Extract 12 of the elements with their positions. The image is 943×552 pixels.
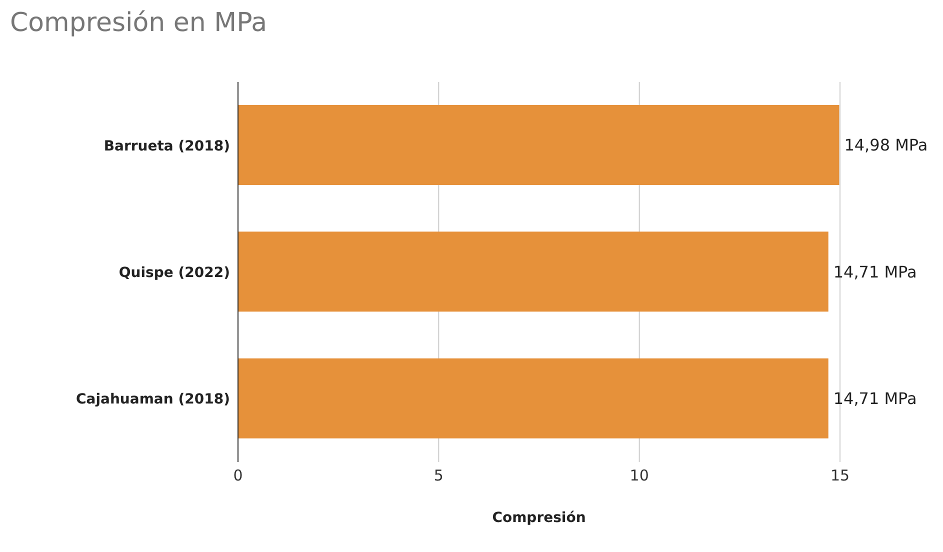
chart-title: Compresión en MPa — [10, 8, 268, 40]
x-tick-label: 5 — [434, 466, 444, 485]
y-tick-label: Quispe (2022) — [118, 264, 230, 281]
x-tick-label: 10 — [630, 466, 649, 485]
x-tick-label: 15 — [830, 466, 850, 485]
data-label: 14,98 MPa — [844, 136, 928, 155]
data-label: 14,71 MPa — [833, 389, 917, 408]
x-tick-label: 0 — [233, 466, 243, 485]
y-tick-label: Barrueta (2018) — [104, 138, 230, 154]
data-label: 14,71 MPa — [833, 262, 917, 282]
x-axis-title: Compresión — [492, 510, 586, 526]
y-tick-label: Cajahuaman (2018) — [76, 392, 230, 408]
